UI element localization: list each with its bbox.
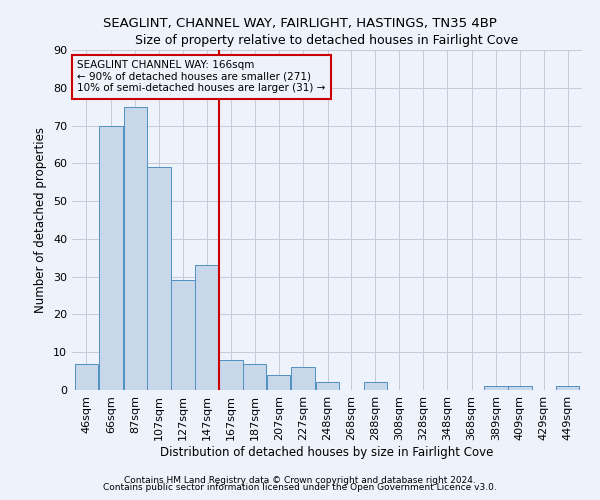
Bar (195, 266, 218, 390)
Title: Size of property relative to detached houses in Fairlight Cove: Size of property relative to detached ho… (136, 34, 518, 48)
Text: SEAGLINT, CHANNEL WAY, FAIRLIGHT, HASTINGS, TN35 4BP: SEAGLINT, CHANNEL WAY, FAIRLIGHT, HASTIN… (103, 18, 497, 30)
Text: Contains HM Land Registry data © Crown copyright and database right 2024.: Contains HM Land Registry data © Crown c… (124, 476, 476, 485)
Bar (148, 167, 171, 390)
Bar (124, 106, 147, 390)
Y-axis label: Number of detached properties: Number of detached properties (34, 127, 47, 313)
X-axis label: Distribution of detached houses by size in Fairlight Cove: Distribution of detached houses by size … (160, 446, 494, 458)
Bar (316, 382, 340, 390)
Bar (508, 386, 532, 390)
Bar (74, 364, 98, 390)
Text: SEAGLINT CHANNEL WAY: 166sqm
← 90% of detached houses are smaller (271)
10% of s: SEAGLINT CHANNEL WAY: 166sqm ← 90% of de… (77, 60, 325, 94)
Text: Contains public sector information licensed under the Open Government Licence v3: Contains public sector information licen… (103, 483, 497, 492)
Bar (556, 386, 580, 390)
Bar (291, 368, 316, 390)
Bar (219, 360, 242, 390)
Bar (243, 364, 266, 390)
Bar (267, 375, 290, 390)
Bar (484, 386, 508, 390)
Bar (98, 126, 123, 390)
Bar (172, 280, 195, 390)
Bar (364, 382, 387, 390)
